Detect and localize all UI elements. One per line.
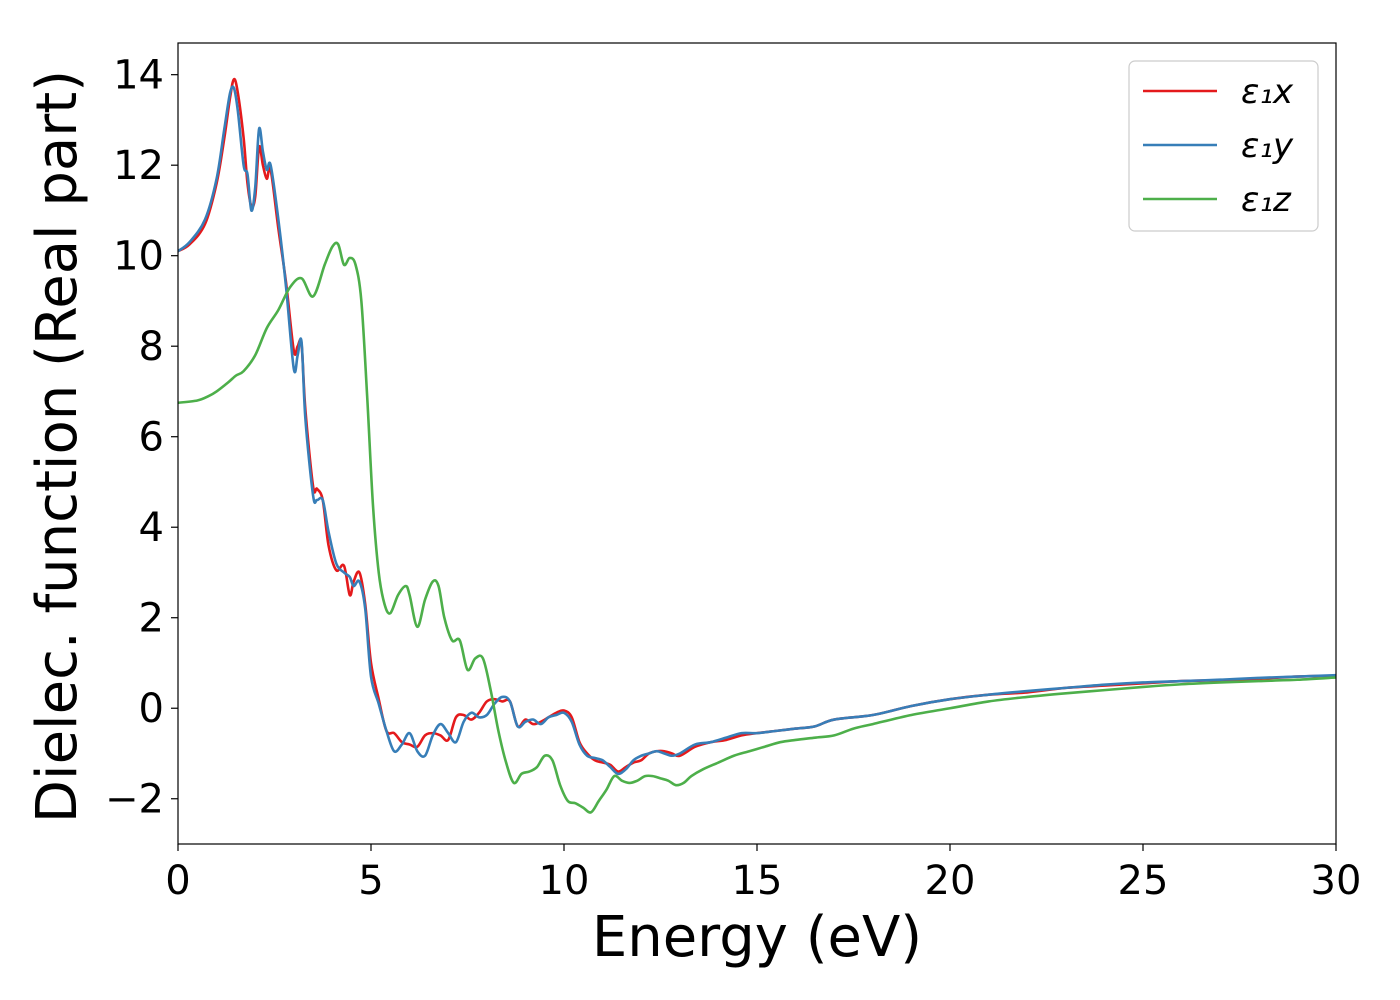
y-tick-label: 0 [139, 686, 164, 732]
y-axis: −2 0 2 4 6 8 10 12 14 [105, 53, 178, 823]
legend-label-2: ε₁z [1241, 180, 1292, 220]
y-tick-label: 10 [113, 234, 164, 280]
y-tick-label: 2 [139, 596, 164, 642]
series-line-2 [178, 241, 1336, 814]
y-tick-label: 8 [139, 324, 164, 370]
legend-label-1: ε₁y [1241, 126, 1294, 166]
x-tick-label: 15 [732, 858, 783, 904]
x-tick-label: 20 [925, 858, 976, 904]
legend-items: ε₁x ε₁y ε₁z [1143, 72, 1294, 220]
y-axis-label: Dielec. function (Real part) [25, 70, 90, 823]
legend-box [1128, 60, 1319, 232]
y-tick-label: 4 [139, 505, 164, 551]
x-axis: 0 5 10 15 20 25 30 [165, 844, 1361, 904]
legend-label-0: ε₁x [1241, 72, 1294, 112]
x-axis-label: Energy (eV) [592, 905, 922, 970]
legend: ε₁x ε₁y ε₁z [1128, 60, 1319, 232]
x-tick-label: 10 [539, 858, 590, 904]
x-tick-label: 5 [358, 858, 383, 904]
x-tick-label: 30 [1311, 858, 1362, 904]
y-tick-label: 14 [113, 53, 164, 99]
x-tick-label: 25 [1118, 858, 1169, 904]
x-tick-label: 0 [165, 858, 190, 904]
y-tick-label: −2 [105, 777, 164, 823]
series-layer [178, 77, 1336, 814]
series-line-1 [178, 85, 1336, 776]
y-tick-label: 6 [139, 415, 164, 461]
y-tick-label: 12 [113, 143, 164, 189]
